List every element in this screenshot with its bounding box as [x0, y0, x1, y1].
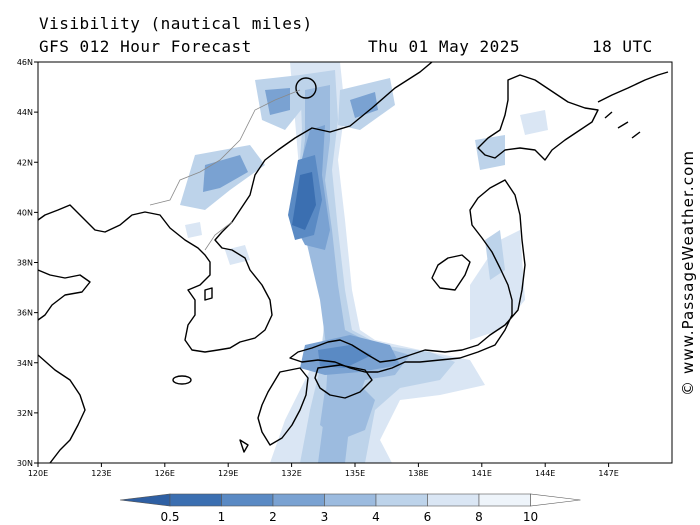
axis-ticks: 120E 123E 126E 129E 132E 135E 138E 141E 144E 147E… — [17, 58, 619, 478]
scale-segment — [478, 493, 531, 507]
lat-tick-label: 36N — [17, 309, 33, 318]
lon-tick-label: 135E — [345, 469, 365, 478]
color-scale: 0.5 1 2 3 4 6 8 10 — [119, 493, 581, 524]
forecast-time: 18 UTC — [592, 37, 653, 56]
lat-tick-label: 44N — [17, 108, 33, 117]
scale-high-arrow — [530, 493, 581, 507]
lon-tick-label: 126E — [155, 469, 175, 478]
scale-label: 3 — [321, 510, 329, 524]
lat-tick-label: 42N — [17, 158, 33, 167]
scale-label: 1 — [218, 510, 226, 524]
lat-tick-label: 30N — [17, 459, 33, 468]
lat-tick-label: 38N — [17, 259, 33, 268]
lon-tick-label: 138E — [408, 469, 428, 478]
scale-label: 8 — [475, 510, 483, 524]
chart-title: Visibility (nautical miles) — [39, 14, 313, 33]
lat-tick-label: 46N — [17, 58, 33, 67]
scale-label: 6 — [424, 510, 432, 524]
coastline — [38, 62, 669, 463]
scale-segment — [169, 493, 222, 507]
forecast-date: Thu 01 May 2025 — [368, 37, 520, 56]
lon-tick-label: 120E — [28, 469, 48, 478]
lon-tick-label: 144E — [535, 469, 555, 478]
credit-text: © www.PassageWeather.com — [679, 149, 697, 396]
lon-tick-label: 132E — [281, 469, 301, 478]
borders — [149, 89, 301, 251]
lat-tick-label: 40N — [17, 208, 33, 217]
lon-tick-label: 129E — [218, 469, 238, 478]
lon-tick-label: 147E — [598, 469, 618, 478]
scale-label: 0.5 — [160, 510, 179, 524]
lon-tick-label: 141E — [472, 469, 492, 478]
scale-segment — [221, 493, 274, 507]
scale-segment — [324, 493, 377, 507]
lon-tick-label: 123E — [91, 469, 111, 478]
lat-tick-label: 32N — [17, 409, 33, 418]
scale-label: 2 — [269, 510, 277, 524]
scale-segment — [272, 493, 325, 507]
scale-label: 10 — [523, 510, 538, 524]
scale-segment — [375, 493, 428, 507]
forecast-model: GFS 012 Hour Forecast — [39, 37, 252, 56]
lat-tick-label: 34N — [17, 359, 33, 368]
scale-segment — [427, 493, 480, 507]
scale-label: 4 — [372, 510, 380, 524]
visibility-shading — [180, 62, 548, 463]
scale-low-arrow — [119, 493, 171, 507]
